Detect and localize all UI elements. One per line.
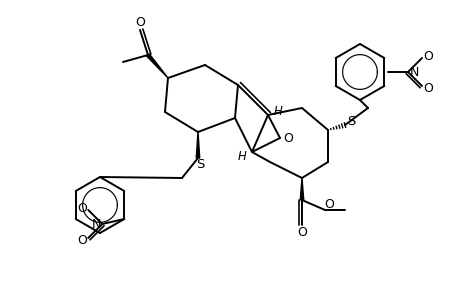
Text: O: O xyxy=(77,233,87,247)
Text: O: O xyxy=(282,131,292,145)
Text: N: N xyxy=(91,218,101,230)
Text: H: H xyxy=(237,149,246,163)
Polygon shape xyxy=(196,132,199,158)
Text: N: N xyxy=(409,65,418,79)
Text: O: O xyxy=(422,82,432,94)
Text: S: S xyxy=(196,158,204,170)
Polygon shape xyxy=(146,54,168,78)
Text: H: H xyxy=(273,104,282,118)
Text: O: O xyxy=(77,202,87,214)
Text: O: O xyxy=(422,50,432,62)
Text: O: O xyxy=(297,226,306,239)
Text: S: S xyxy=(346,115,354,128)
Polygon shape xyxy=(300,178,303,200)
Text: O: O xyxy=(135,16,145,28)
Text: O: O xyxy=(323,197,333,211)
